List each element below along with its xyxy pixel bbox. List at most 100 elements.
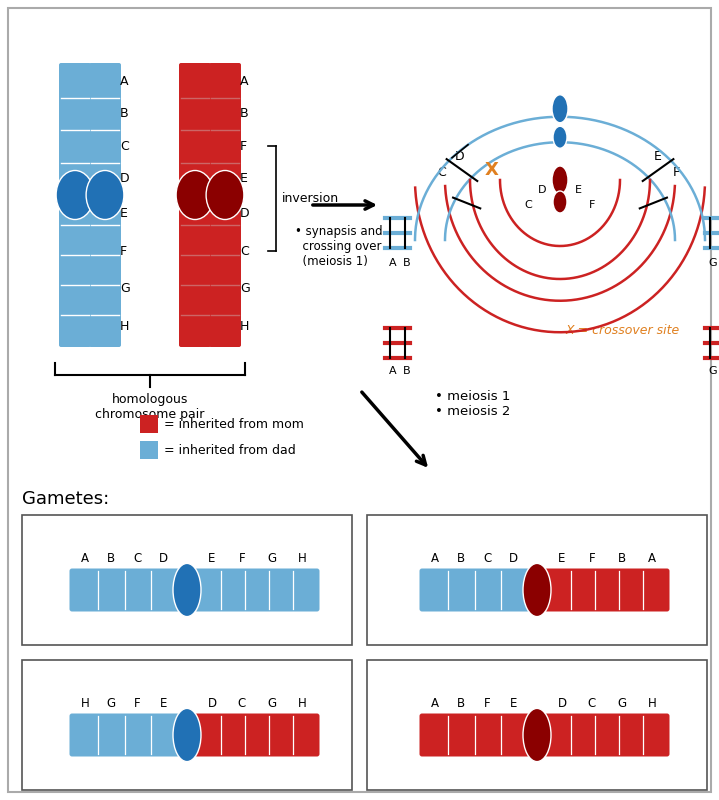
Text: G: G	[267, 552, 277, 565]
Text: F: F	[589, 552, 595, 565]
Text: C: C	[588, 697, 596, 710]
Bar	[140, 415, 158, 433]
Text: G: G	[107, 697, 116, 710]
FancyBboxPatch shape	[419, 714, 529, 757]
Text: C: C	[483, 552, 492, 565]
Text: • meiosis 1
• meiosis 2: • meiosis 1 • meiosis 2	[435, 390, 510, 418]
Text: A: A	[431, 697, 439, 710]
Text: D: D	[120, 172, 129, 186]
Text: B: B	[618, 552, 626, 565]
Text: G: G	[240, 282, 249, 295]
Text: D: D	[509, 552, 518, 565]
FancyBboxPatch shape	[179, 193, 211, 347]
FancyBboxPatch shape	[209, 193, 241, 347]
Text: A: A	[120, 74, 129, 88]
Text: E: E	[209, 552, 216, 565]
Ellipse shape	[176, 170, 214, 219]
Ellipse shape	[173, 709, 201, 762]
Text: B: B	[403, 366, 411, 375]
Text: C: C	[134, 552, 142, 565]
Ellipse shape	[553, 191, 567, 213]
Text: F: F	[239, 552, 245, 565]
Text: E: E	[160, 697, 168, 710]
Ellipse shape	[552, 94, 568, 122]
FancyBboxPatch shape	[70, 714, 180, 757]
Ellipse shape	[56, 170, 94, 219]
Text: D: D	[160, 552, 168, 565]
FancyBboxPatch shape	[70, 569, 180, 611]
Text: X = crossover site: X = crossover site	[566, 323, 680, 337]
Text: G: G	[267, 697, 277, 710]
Text: H: H	[240, 320, 249, 333]
FancyBboxPatch shape	[195, 714, 319, 757]
Text: C: C	[438, 166, 446, 178]
Text: F: F	[240, 140, 247, 153]
Text: = inherited from mom: = inherited from mom	[164, 418, 304, 430]
Text: G: G	[120, 282, 129, 295]
Text: B: B	[457, 552, 465, 565]
Text: C: C	[524, 200, 532, 210]
Text: C: C	[120, 140, 129, 153]
Ellipse shape	[523, 709, 551, 762]
Text: Gametes:: Gametes:	[22, 490, 109, 508]
Ellipse shape	[206, 170, 244, 219]
Bar	[367, 660, 707, 790]
Text: B: B	[107, 552, 116, 565]
Ellipse shape	[523, 563, 551, 617]
FancyBboxPatch shape	[59, 63, 91, 197]
Text: E: E	[120, 207, 128, 220]
Text: G: G	[709, 258, 718, 268]
Text: A: A	[389, 366, 397, 375]
Bar	[22, 660, 352, 790]
Text: B: B	[457, 697, 465, 710]
Text: F: F	[120, 245, 127, 258]
Text: F: F	[134, 697, 141, 710]
Text: F: F	[589, 200, 595, 210]
Bar	[22, 515, 352, 645]
Ellipse shape	[553, 126, 567, 148]
Text: H: H	[81, 697, 89, 710]
Text: H: H	[648, 697, 656, 710]
FancyBboxPatch shape	[89, 63, 121, 197]
Text: B: B	[120, 107, 129, 120]
FancyBboxPatch shape	[179, 63, 211, 197]
FancyBboxPatch shape	[89, 193, 121, 347]
Text: H: H	[120, 320, 129, 333]
FancyBboxPatch shape	[209, 63, 241, 197]
Bar	[140, 441, 158, 459]
Text: = inherited from dad: = inherited from dad	[164, 443, 296, 457]
Ellipse shape	[552, 166, 568, 194]
Text: G: G	[618, 697, 626, 710]
Text: B: B	[240, 107, 249, 120]
Text: F: F	[485, 697, 491, 710]
Text: H: H	[298, 697, 306, 710]
FancyBboxPatch shape	[59, 193, 91, 347]
Ellipse shape	[173, 563, 201, 617]
FancyBboxPatch shape	[544, 569, 669, 611]
Text: E: E	[240, 172, 248, 186]
Text: A: A	[81, 552, 89, 565]
Text: E: E	[654, 150, 662, 163]
Text: D: D	[557, 697, 567, 710]
Text: E: E	[574, 185, 582, 195]
Text: X: X	[485, 161, 499, 179]
Ellipse shape	[86, 170, 124, 219]
Text: A: A	[431, 552, 439, 565]
Text: D: D	[208, 697, 216, 710]
FancyBboxPatch shape	[419, 569, 529, 611]
Text: H: H	[298, 552, 306, 565]
Text: D: D	[455, 150, 464, 163]
FancyBboxPatch shape	[195, 569, 319, 611]
Text: A: A	[240, 74, 249, 88]
Text: E: E	[510, 697, 518, 710]
Text: C: C	[238, 697, 246, 710]
Text: A: A	[648, 552, 656, 565]
Text: D: D	[240, 207, 249, 220]
FancyBboxPatch shape	[544, 714, 669, 757]
Text: homologous
chromosome pair: homologous chromosome pair	[96, 393, 205, 421]
Text: • synapsis and
  crossing over
  (meiosis 1): • synapsis and crossing over (meiosis 1)	[295, 225, 383, 268]
Text: C: C	[240, 245, 249, 258]
Text: D: D	[538, 185, 546, 195]
Text: E: E	[559, 552, 566, 565]
Text: inversion: inversion	[282, 192, 339, 206]
